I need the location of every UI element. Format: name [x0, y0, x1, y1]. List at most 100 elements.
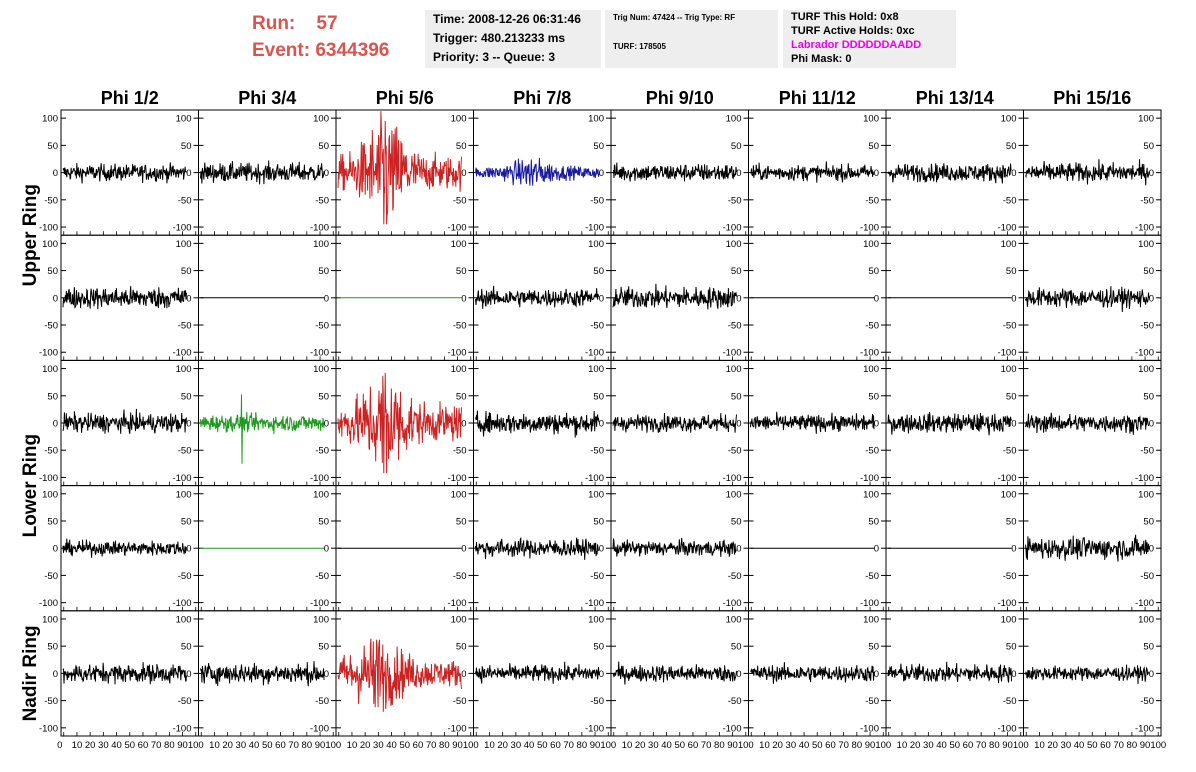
y-tick-label: 50 — [868, 516, 879, 527]
y-tick-label: -100 — [447, 473, 466, 484]
x-tick-label: 10 — [1034, 740, 1045, 751]
y-tick-label: -100 — [722, 348, 741, 359]
x-tick-label: 60 — [688, 740, 699, 751]
y-tick-label: -50 — [590, 571, 604, 582]
y-tick-label: 0 — [1011, 544, 1016, 555]
column-header: Phi 11/12 — [779, 88, 856, 108]
y-tick-label: -50 — [1140, 195, 1154, 206]
y-tick-label: 0 — [53, 669, 58, 680]
waveform-trace — [475, 536, 600, 560]
y-tick-label: 0 — [874, 419, 879, 430]
y-tick-label: -50 — [315, 696, 329, 707]
x-tick-label: 100 — [600, 740, 616, 751]
trig-info-box: Trig Num: 47424 -- Trig Type: RF TURF: 1… — [605, 10, 778, 68]
y-tick-label: 100 — [451, 614, 467, 625]
y-tick-label: 50 — [868, 141, 879, 152]
y-tick-label: -50 — [453, 195, 467, 206]
x-tick-label: 100 — [738, 740, 754, 751]
y-tick-label: 100 — [726, 614, 742, 625]
y-tick-label: 50 — [47, 516, 58, 527]
y-tick-label: 100 — [1138, 614, 1154, 625]
y-tick-label: -100 — [997, 348, 1016, 359]
y-tick-label: 50 — [593, 266, 604, 277]
waveform-trace — [1025, 664, 1150, 685]
x-tick-label: 100 — [325, 740, 341, 751]
y-tick-label: 100 — [863, 239, 879, 250]
y-tick-label: -100 — [722, 723, 741, 734]
x-tick-label: 90 — [1002, 740, 1013, 751]
x-tick-label: 20 — [360, 740, 371, 751]
x-tick-label: 80 — [1127, 740, 1138, 751]
y-tick-label: 0 — [874, 168, 879, 179]
y-tick-label: 100 — [42, 239, 58, 250]
y-tick-label: 50 — [318, 141, 329, 152]
x-tick-label: 20 — [910, 740, 921, 751]
x-tick-label: 100 — [463, 740, 479, 751]
priority-text: Priority: 3 -- Queue: 3 — [433, 50, 556, 64]
y-tick-label: 100 — [42, 489, 58, 500]
y-tick-label: -100 — [447, 723, 466, 734]
y-tick-label: 50 — [731, 642, 742, 653]
y-tick-label: -50 — [590, 446, 604, 457]
y-tick-label: -50 — [865, 696, 879, 707]
y-tick-label: 0 — [1149, 669, 1154, 680]
y-tick-label: 100 — [176, 614, 192, 625]
x-tick-label: 10 — [484, 740, 495, 751]
x-tick-label: 90 — [590, 740, 601, 751]
ring-label: Lower Ring — [20, 434, 41, 537]
column-header: Phi 7/8 — [513, 88, 571, 108]
y-tick-label: -50 — [728, 446, 742, 457]
waveform-trace — [337, 111, 462, 225]
y-tick-label: 100 — [1001, 614, 1017, 625]
x-tick-label: 80 — [577, 740, 588, 751]
waveform-trace — [475, 285, 600, 309]
x-tick-label: 10 — [347, 740, 358, 751]
y-tick-label: 100 — [176, 114, 192, 125]
y-tick-label: 0 — [1149, 168, 1154, 179]
x-tick-label: 90 — [1140, 740, 1151, 751]
x-tick-label: 40 — [524, 740, 535, 751]
y-tick-label: 0 — [461, 544, 466, 555]
waveform-trace — [62, 408, 187, 434]
x-tick-label: 70 — [838, 740, 849, 751]
y-tick-label: -50 — [453, 696, 467, 707]
x-tick-label: 20 — [497, 740, 508, 751]
y-tick-label: 100 — [313, 489, 329, 500]
y-tick-label: 100 — [588, 364, 604, 375]
y-tick-label: 100 — [863, 364, 879, 375]
x-tick-label: 30 — [923, 740, 934, 751]
y-tick-label: 50 — [593, 642, 604, 653]
waveform-trace — [475, 661, 600, 684]
x-tick-label: 10 — [622, 740, 633, 751]
y-tick-label: -100 — [1135, 223, 1154, 234]
x-tick-label: 50 — [399, 740, 410, 751]
waveform-trace — [887, 411, 1012, 436]
y-tick-label: -50 — [1003, 195, 1017, 206]
y-tick-label: 100 — [451, 489, 467, 500]
y-tick-label: 100 — [1001, 114, 1017, 125]
y-tick-label: 0 — [1011, 669, 1016, 680]
y-tick-label: 0 — [324, 293, 329, 304]
y-tick-label: 100 — [313, 614, 329, 625]
y-tick-label: -100 — [997, 723, 1016, 734]
y-tick-label: 50 — [1006, 266, 1017, 277]
time-info-box: Time: 2008-12-26 06:31:46 Trigger: 480.2… — [425, 10, 601, 68]
x-tick-label: 40 — [799, 740, 810, 751]
y-tick-label: 100 — [726, 364, 742, 375]
y-tick-label: -100 — [1135, 723, 1154, 734]
y-tick-label: -50 — [178, 446, 192, 457]
y-tick-label: -100 — [39, 223, 58, 234]
y-tick-label: 50 — [1143, 642, 1154, 653]
y-tick-label: -50 — [1003, 446, 1017, 457]
y-tick-label: 50 — [868, 391, 879, 402]
y-tick-label: 0 — [599, 168, 604, 179]
y-tick-label: -100 — [447, 223, 466, 234]
y-tick-label: 50 — [868, 266, 879, 277]
waveform-trace — [750, 411, 875, 434]
y-tick-label: 0 — [461, 419, 466, 430]
y-tick-label: -100 — [39, 723, 58, 734]
y-tick-label: -100 — [172, 598, 191, 609]
x-tick-label: 40 — [386, 740, 397, 751]
x-tick-label: 80 — [302, 740, 313, 751]
y-tick-label: 50 — [181, 266, 192, 277]
